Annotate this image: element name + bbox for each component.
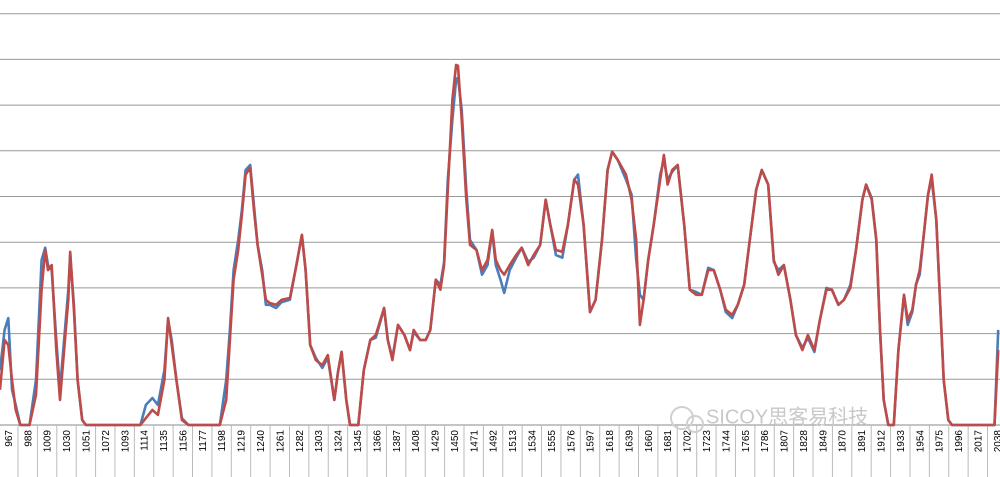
x-tick-label: 1093 [120,430,131,453]
x-tick-label: 1282 [295,430,306,453]
x-tick-label: 1156 [178,430,189,452]
x-tick-label: 1765 [741,430,752,453]
x-tick-label: 1135 [159,430,170,452]
x-tick-label: 1072 [101,430,112,453]
x-tick-label: 1807 [780,430,791,453]
x-tick-label: 1660 [644,430,655,453]
x-tick-label: 2038 [993,430,1000,453]
x-tick-label: 1597 [586,430,597,453]
x-tick-label: 1429 [431,430,442,453]
x-tick-label: 1639 [624,430,635,453]
x-tick-label: 1324 [334,430,345,453]
series-line [0,63,1000,427]
x-tick-label: 1891 [857,430,868,453]
x-tick-label: 1345 [353,430,364,453]
x-tick-label: 1786 [760,430,771,453]
x-tick-label: 1933 [896,430,907,453]
watermark-icon [686,415,704,433]
watermark-text: SICOY思客易科技 [706,405,868,428]
x-tick-label: 1492 [489,430,500,453]
x-tick-label: 1450 [450,430,461,453]
x-tick-label: 1387 [392,430,403,453]
watermark: SICOY思客易科技 [670,405,868,433]
x-tick-label: 1471 [469,430,480,453]
x-tick-label: 1408 [411,430,422,453]
x-tick-label: 988 [23,430,34,447]
x-tick-label: 1513 [508,430,519,453]
x-tick-label: 1261 [275,430,286,453]
x-tick-label: 1219 [237,430,248,453]
watermark-icon [670,406,694,430]
x-tick-label: 1051 [82,430,93,453]
x-tick-label: 1303 [314,430,325,453]
x-tick-label: 1114 [140,430,151,451]
x-tick-label: 1240 [256,430,267,453]
x-tick-label: 1912 [877,430,888,453]
x-tick-label: 1975 [935,430,946,453]
x-tick-label: 1198 [217,430,228,452]
x-tick-label: 1030 [62,430,73,453]
x-tick-label: 1555 [547,430,558,453]
x-tick-label: 1723 [702,430,713,453]
x-tick-label: 1828 [799,430,810,453]
x-tick-label: 1618 [605,430,616,453]
x-tick-label: 1009 [43,430,54,453]
x-tick-label: 1870 [838,430,849,453]
x-tick-label: 1576 [566,430,577,453]
x-tick-label: 2017 [973,430,984,453]
x-tick-label: 1996 [954,430,965,453]
x-tick-label: 1702 [683,430,694,453]
x-tick-label: 1744 [721,430,732,453]
x-tick-label: 1681 [663,430,674,453]
x-tick-label: 1849 [818,430,829,453]
x-tick-label: 1534 [527,430,538,453]
x-tick-label: 1366 [372,430,383,453]
series-line [0,76,1000,427]
x-tick-label: 1954 [915,430,926,453]
x-tick-label: 967 [4,430,15,447]
x-tick-label: 1177 [198,430,209,452]
